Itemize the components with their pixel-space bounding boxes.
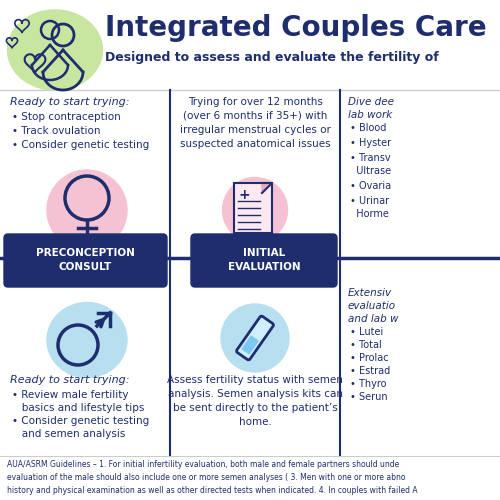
Text: Integrated Couples Care: Integrated Couples Care (105, 14, 486, 42)
Text: • Serun: • Serun (350, 392, 388, 402)
Polygon shape (262, 183, 272, 193)
Text: and semen analysis: and semen analysis (12, 429, 126, 439)
Text: • Ovaria: • Ovaria (350, 181, 391, 191)
Text: PRECONCEPTION
CONSULT: PRECONCEPTION CONSULT (36, 248, 135, 272)
Text: • Stop contraception: • Stop contraception (12, 112, 121, 122)
Ellipse shape (221, 304, 289, 372)
Text: Ready to start trying:: Ready to start trying: (10, 375, 130, 385)
Text: • Consider genetic testing: • Consider genetic testing (12, 140, 149, 150)
Ellipse shape (47, 302, 127, 378)
Text: Horme: Horme (350, 209, 389, 219)
Text: basics and lifestyle tips: basics and lifestyle tips (12, 403, 144, 413)
Text: +: + (238, 188, 250, 202)
FancyBboxPatch shape (191, 234, 337, 287)
Text: • Estrad: • Estrad (350, 366, 390, 376)
Text: • Lutei: • Lutei (350, 327, 384, 337)
FancyBboxPatch shape (234, 183, 272, 233)
Text: Assess fertility status with semen
analysis. Semen analysis kits can
be sent dir: Assess fertility status with semen analy… (167, 375, 343, 427)
Text: Designed to assess and evaluate the fertility of: Designed to assess and evaluate the fert… (105, 52, 439, 64)
Ellipse shape (8, 10, 102, 90)
Text: • Thyro: • Thyro (350, 379, 387, 389)
Text: Dive dee
lab work: Dive dee lab work (348, 97, 394, 120)
Text: Ultrase: Ultrase (350, 166, 391, 176)
Text: Ready to start trying:: Ready to start trying: (10, 97, 130, 107)
Text: • Blood: • Blood (350, 123, 387, 133)
Text: • Consider genetic testing: • Consider genetic testing (12, 416, 149, 426)
Text: AUA/ASRM Guidelines – 1. For initial infertility evaluation, both male and femal: AUA/ASRM Guidelines – 1. For initial inf… (7, 460, 418, 496)
Text: • Prolac: • Prolac (350, 353, 389, 363)
FancyBboxPatch shape (242, 336, 259, 354)
Text: • Urinar: • Urinar (350, 196, 389, 206)
Text: • Track ovulation: • Track ovulation (12, 126, 101, 136)
Ellipse shape (47, 170, 127, 250)
Text: INITIAL
EVALUATION: INITIAL EVALUATION (228, 248, 300, 272)
Text: • Review male fertility: • Review male fertility (12, 390, 128, 400)
Text: • Transv: • Transv (350, 153, 391, 163)
Text: • Total: • Total (350, 340, 382, 350)
Text: Trying for over 12 months
(over 6 months if 35+) with
irregular menstrual cycles: Trying for over 12 months (over 6 months… (180, 97, 330, 149)
Text: • Hyster: • Hyster (350, 138, 391, 148)
Ellipse shape (222, 178, 288, 242)
FancyBboxPatch shape (4, 234, 167, 287)
FancyBboxPatch shape (236, 316, 274, 360)
Text: Extensiv
evaluatio
and lab w: Extensiv evaluatio and lab w (348, 288, 399, 325)
